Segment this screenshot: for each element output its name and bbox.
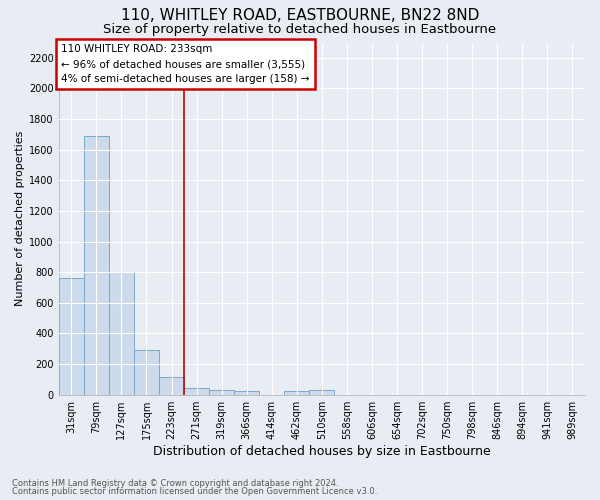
Bar [159,377,184,394]
X-axis label: Distribution of detached houses by size in Eastbourne: Distribution of detached houses by size … [153,444,491,458]
Bar [59,278,84,394]
Bar [234,392,259,394]
Text: Size of property relative to detached houses in Eastbourne: Size of property relative to detached ho… [103,22,497,36]
Bar [284,392,310,394]
Bar [184,388,209,394]
Bar [310,390,334,394]
Bar [84,136,109,394]
Text: 110 WHITLEY ROAD: 233sqm
← 96% of detached houses are smaller (3,555)
4% of semi: 110 WHITLEY ROAD: 233sqm ← 96% of detach… [61,44,310,84]
Bar [134,350,159,395]
Text: 110, WHITLEY ROAD, EASTBOURNE, BN22 8ND: 110, WHITLEY ROAD, EASTBOURNE, BN22 8ND [121,8,479,22]
Text: Contains public sector information licensed under the Open Government Licence v3: Contains public sector information licen… [12,487,377,496]
Bar [209,390,234,394]
Bar [109,272,134,394]
Text: Contains HM Land Registry data © Crown copyright and database right 2024.: Contains HM Land Registry data © Crown c… [12,478,338,488]
Y-axis label: Number of detached properties: Number of detached properties [15,131,25,306]
